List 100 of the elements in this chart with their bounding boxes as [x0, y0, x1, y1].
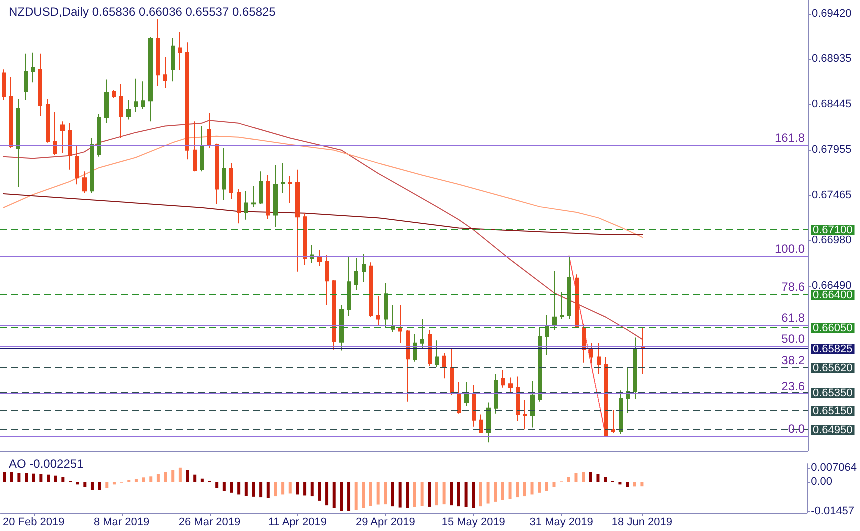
candlestick — [376, 296, 380, 326]
annotation: 100.0 — [774, 242, 806, 256]
y-tick-label: 0.66490 — [812, 280, 852, 292]
candlestick — [185, 42, 189, 160]
bar — [142, 478, 146, 482]
candlestick — [46, 98, 50, 144]
candlestick — [398, 304, 402, 344]
candlestick — [31, 52, 35, 84]
bar — [340, 482, 344, 511]
bar — [194, 474, 197, 482]
candlestick — [332, 280, 336, 350]
bar — [266, 482, 270, 498]
candlestick — [215, 143, 219, 205]
candlestick — [104, 79, 109, 124]
bar — [406, 482, 410, 508]
candlestick — [552, 270, 557, 331]
bar — [516, 482, 520, 498]
candlestick — [597, 342, 601, 374]
bar — [640, 482, 644, 487]
candlestick — [97, 114, 101, 158]
candlestick — [222, 148, 226, 201]
candlestick — [538, 328, 542, 402]
candlestick — [508, 377, 513, 394]
bar — [626, 482, 630, 488]
bar — [32, 474, 36, 482]
ref-line-label: 0.65150 — [813, 406, 853, 418]
x-tick-label: 26 Mar 2019 — [178, 516, 241, 528]
bar — [40, 474, 43, 482]
bar — [604, 477, 608, 482]
bar — [260, 482, 263, 498]
bar — [362, 482, 366, 508]
candlestick — [641, 327, 645, 375]
candlestick — [494, 373, 498, 414]
ref-line-label: 0.64950 — [813, 424, 853, 436]
candlestick — [384, 282, 388, 328]
annotation: 61.8 — [782, 310, 806, 325]
candlestick — [90, 138, 94, 194]
bar — [178, 468, 182, 482]
annotation: 50.0 — [782, 332, 806, 346]
candlestick — [347, 256, 351, 317]
y-tick-label: 0.68445 — [812, 98, 852, 110]
candlestick — [112, 90, 116, 99]
candlestick — [516, 376, 520, 422]
bar — [282, 482, 285, 495]
chart-title: NZDUSD,Daily 0.65836 0.66036 0.65537 0.65825 — [9, 5, 276, 19]
bar — [164, 472, 168, 482]
bar — [479, 482, 482, 507]
candlestick — [560, 292, 564, 320]
candlestick — [604, 356, 608, 437]
candlestick — [545, 315, 549, 356]
candlestick — [156, 18, 160, 87]
candlestick — [163, 57, 167, 89]
candlestick — [171, 38, 175, 82]
candlestick — [575, 274, 579, 330]
x-tick-label: 31 May 2019 — [530, 516, 594, 528]
bar — [10, 472, 14, 482]
bar — [54, 476, 58, 482]
candlestick — [362, 254, 366, 283]
bar — [252, 482, 256, 497]
candlestick — [53, 112, 57, 156]
y-tick-label: 0.67465 — [812, 189, 852, 202]
annotation: 0.0 — [788, 422, 806, 436]
candlestick — [82, 171, 87, 194]
bar — [633, 482, 636, 487]
bar — [398, 482, 402, 508]
bar — [47, 474, 50, 482]
bar — [310, 482, 314, 497]
candlestick — [523, 399, 527, 430]
candlestick — [486, 402, 491, 444]
candlestick — [68, 122, 72, 170]
candlestick — [244, 190, 248, 220]
candlestick — [141, 81, 145, 110]
bar — [464, 482, 468, 508]
candlestick — [626, 366, 630, 414]
candlestick — [339, 304, 344, 352]
ref-line-label: 0.65350 — [813, 388, 853, 400]
bar — [582, 472, 586, 482]
line-series — [3, 136, 644, 238]
bar — [552, 482, 556, 488]
candlestick — [530, 380, 535, 428]
bar — [508, 482, 512, 500]
line-series — [3, 193, 644, 236]
candlestick — [582, 323, 586, 364]
bar — [384, 482, 388, 505]
bar — [370, 482, 373, 506]
bar — [618, 482, 622, 485]
ref-line-label: 0.65620 — [813, 362, 853, 374]
ref-line-label: 0.66400 — [813, 290, 853, 302]
bar — [332, 482, 336, 508]
candlestick — [178, 32, 182, 72]
y-tick-label: 0.66980 — [812, 234, 852, 246]
candlestick — [281, 162, 285, 194]
y-tick-label: 0.69420 — [812, 8, 852, 20]
bar — [354, 482, 358, 510]
bar — [318, 482, 322, 501]
bar — [596, 474, 600, 482]
bar — [567, 477, 570, 482]
bar — [376, 482, 380, 505]
candlestick — [119, 84, 123, 139]
candlestick — [428, 330, 432, 368]
